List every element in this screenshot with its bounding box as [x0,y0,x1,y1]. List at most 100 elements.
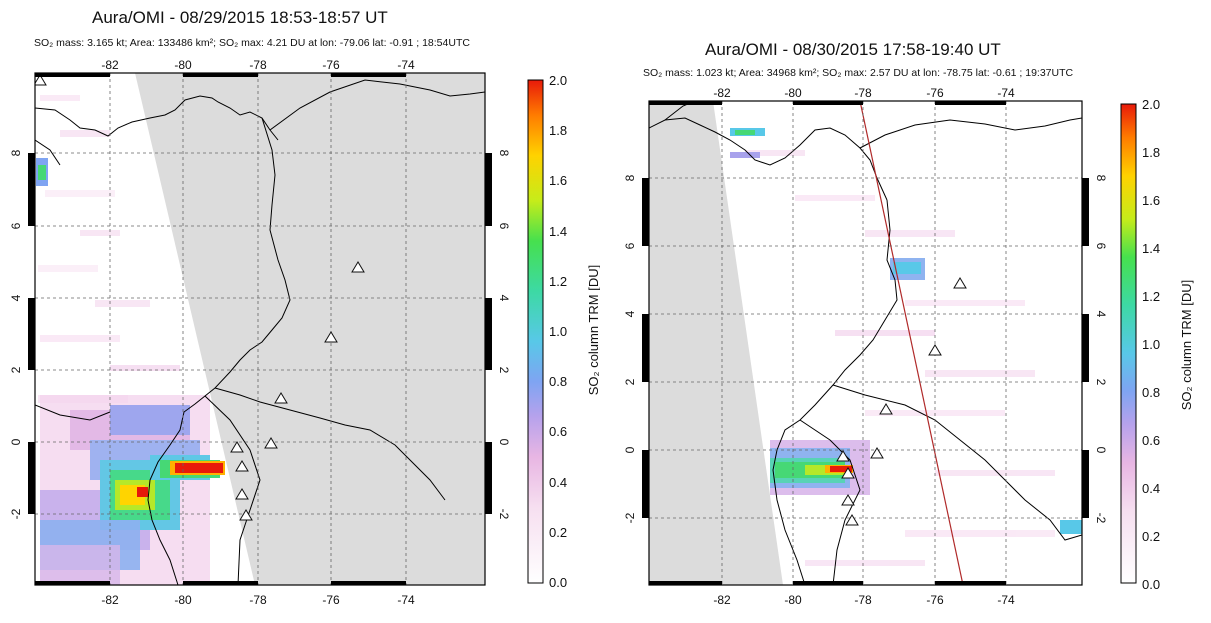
volcano-icon [836,450,850,462]
volcano-icon [879,403,893,415]
panel-title: Aura/OMI - 08/30/2015 17:58-19:40 UT [705,40,1001,59]
volcano-icon [928,344,942,356]
lat-tick-label: 4 [623,310,637,317]
lon-tick-label: -74 [397,58,415,72]
volcano-icon [845,514,859,526]
lat-tick-label: 6 [623,242,637,249]
lon-tick-label: -76 [322,58,340,72]
volcano-markers [35,74,365,521]
frame-border-bars [642,101,1089,585]
lat-tick-label: 0 [9,438,23,445]
volcano-icon [235,460,249,472]
colorbar-tick-label: 2.0 [549,73,567,88]
panel-right: Aura/OMI - 08/30/2015 17:58-19:40 UT SO₂… [605,0,1211,623]
colorbar-tick-label: 1.8 [549,123,567,138]
lat-tick-label: 4 [1094,311,1108,318]
lon-tick-label: -82 [713,593,731,607]
so2-plume [36,158,225,585]
lat-tick-label: -2 [623,512,637,523]
lon-tick-label: -80 [784,86,802,100]
volcano-markers [836,277,967,526]
lon-tick-label: -74 [997,593,1015,607]
lon-tick-label: -78 [249,593,267,607]
volcano-icon [841,494,855,506]
so2-map-left: -82 -80 -78 -76 -74 -82 -80 -78 -76 -74 … [9,58,600,607]
lon-tick-label: -74 [997,86,1015,100]
panel-title: Aura/OMI - 08/29/2015 18:53-18:57 UT [92,8,388,27]
lat-tick-label: 6 [1094,243,1108,250]
colorbar-tick-label: 1.2 [549,274,567,289]
colorbar-tick-label: 1.6 [1142,193,1160,208]
lat-tick-label: 2 [623,378,637,385]
so2-map-right: -82 -80 -78 -76 -74 -82 -80 -78 -76 -74 … [623,86,1194,607]
colorbar-tick-label: 1.4 [549,224,567,239]
graticule [35,73,485,585]
volcano-icon [870,447,884,459]
lat-tick-label: 8 [1094,175,1108,182]
lat-tick-label: 0 [623,446,637,453]
coastlines [35,79,485,585]
lon-tick-label: -76 [926,593,944,607]
lat-tick-label: 8 [623,174,637,181]
lat-tick-label: 4 [497,295,511,302]
colorbar-label: SO₂ column TRM [DU] [586,265,600,396]
colorbar-tick-label: 0.4 [549,475,567,490]
volcano-icon [264,437,278,449]
colorbar-tick-label: 0.0 [549,575,567,590]
volcano-icon [324,331,338,343]
volcano-icon [351,261,365,273]
colorbar-tick-label: 0.4 [1142,481,1160,496]
colorbar-tick-label: 0.8 [549,374,567,389]
lat-tick-label: 2 [497,367,511,374]
lat-tick-label: -2 [9,508,23,519]
colorbar-tick-label: 0.2 [549,525,567,540]
volcano-icon [239,509,253,521]
colorbar-tick-label: 1.0 [549,324,567,339]
lat-tick-label: 2 [1094,379,1108,386]
volcano-icon [841,467,855,479]
lon-tick-label: -80 [174,58,192,72]
colorbar: 2.0 1.8 1.6 1.4 1.2 1.0 0.8 0.6 0.4 0.2 … [1120,97,1194,592]
lat-tick-label: 8 [9,149,23,156]
lat-tick-label: 2 [9,366,23,373]
lon-tick-label: -78 [854,593,872,607]
colorbar-tick-label: 0.2 [1142,529,1160,544]
lon-tick-label: -80 [174,593,192,607]
lon-tick-label: -80 [784,593,802,607]
so2-plume [730,128,1082,534]
colorbar-tick-label: 1.2 [1142,289,1160,304]
volcano-icon [953,277,967,289]
lon-tick-label: -76 [322,593,340,607]
graticule [649,101,1082,585]
panel-subtitle: SO₂ mass: 3.165 kt; Area: 133486 km²; SO… [34,37,470,49]
lat-tick-label: -2 [1094,513,1108,524]
volcano-icon [230,441,244,453]
lon-tick-label: -78 [249,58,267,72]
lon-tick-label: -74 [397,593,415,607]
coastlines [649,101,1082,585]
volcano-icon [35,74,47,86]
lat-tick-label: 6 [497,223,511,230]
lat-tick-label: -2 [497,509,511,520]
lon-tick-label: -82 [101,593,119,607]
colorbar-tick-label: 0.8 [1142,385,1160,400]
colorbar-tick-label: 1.0 [1142,337,1160,352]
lat-tick-label: 8 [497,150,511,157]
orbit-track-line [859,101,964,585]
lat-tick-label: 4 [9,294,23,301]
lon-tick-label: -78 [854,86,872,100]
panel-subtitle: SO₂ mass: 1.023 kt; Area: 34968 km²; SO₂… [643,67,1074,79]
lon-tick-label: -82 [713,86,731,100]
colorbar-tick-label: 0.6 [1142,433,1160,448]
colorbar-tick-label: 2.0 [1142,97,1160,112]
colorbar-tick-label: 0.0 [1142,577,1160,592]
colorbar-tick-label: 1.8 [1142,145,1160,160]
volcano-icon [274,392,288,404]
lat-tick-label: 0 [497,439,511,446]
colorbar-tick-label: 1.4 [1142,241,1160,256]
frame-border-bars [28,73,492,585]
lon-tick-label: -82 [101,58,119,72]
colorbar-tick-label: 1.6 [549,173,567,188]
volcano-icon [235,488,249,500]
colorbar-label: SO₂ column TRM [DU] [1179,280,1194,411]
